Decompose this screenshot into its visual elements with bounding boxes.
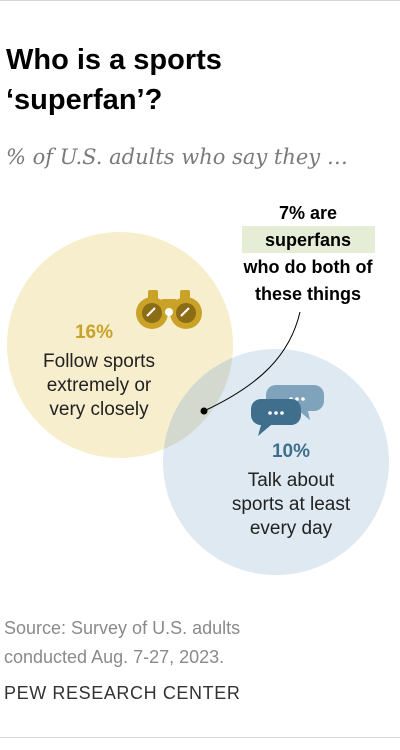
callout-leader-line <box>203 311 301 412</box>
follow-sports-circle <box>7 232 233 458</box>
callout-line-1: 7% are <box>279 203 337 223</box>
follow-sports-label-line-3: very closely <box>49 399 149 420</box>
callout-line-2: superfans <box>265 230 351 250</box>
follow-sports-label-line-1: Follow sports <box>43 351 155 372</box>
talk-sports-label-line-1: Talk about <box>248 470 335 491</box>
chart-subtitle: % of U.S. adults who say they … <box>6 145 348 169</box>
binoculars-icon <box>136 290 202 329</box>
bottom-rule <box>0 737 400 738</box>
source-note: Source: Survey of U.S. adults conducted … <box>4 614 394 672</box>
follow-sports-label-line-2: extremely or <box>47 375 152 396</box>
callout-line-3: who do both of <box>243 257 374 277</box>
callout-line-4: these things <box>255 284 361 304</box>
chart-title: Who is a sports ‘superfan’? <box>6 40 386 120</box>
talk-sports-label-line-3: every day <box>250 518 333 539</box>
speech-bubbles-icon <box>251 385 324 436</box>
footer-credit: PEW RESEARCH CENTER <box>4 683 241 703</box>
venn-diagram: 16% Follow sports extremely or very clos… <box>7 203 389 575</box>
superfans-highlight <box>242 226 375 253</box>
top-rule <box>0 0 400 1</box>
talk-sports-value: 10% <box>272 441 310 462</box>
follow-sports-value: 16% <box>75 322 113 343</box>
talk-sports-label-line-2: sports at least <box>232 494 351 515</box>
source-line-2: conducted Aug. 7-27, 2023. <box>4 647 225 667</box>
chart-title-line-2: ‘superfan’? <box>6 84 163 116</box>
source-line-1: Source: Survey of U.S. adults <box>4 618 241 638</box>
callout-leader-dot <box>200 407 208 415</box>
chart-title-line-1: Who is a sports <box>6 44 222 76</box>
talk-sports-circle <box>163 349 389 575</box>
